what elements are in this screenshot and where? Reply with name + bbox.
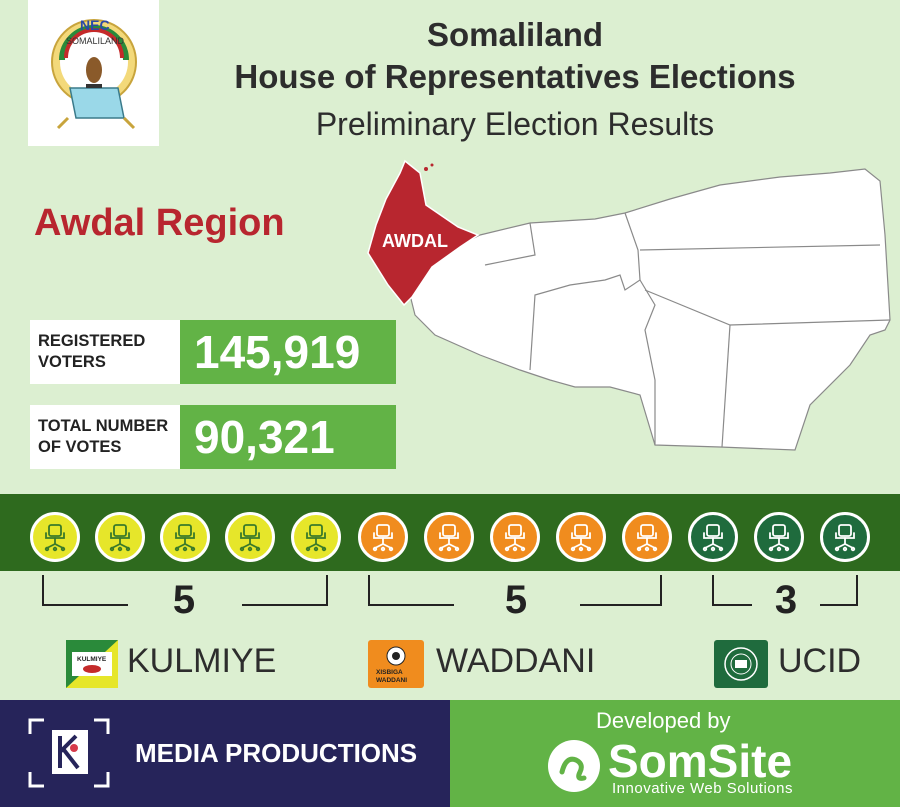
seat-icon-kulmiye <box>95 512 145 562</box>
waddani-logo-text-1: XISBIGA <box>376 669 403 676</box>
seat-icon-ucid <box>688 512 738 562</box>
waddani-logo: XISBIGA WADDANI <box>368 640 424 688</box>
somsite-brand: SomSite <box>608 735 793 787</box>
ucid-seat-count: 3 <box>774 578 798 622</box>
seat-icon-waddani <box>490 512 540 562</box>
party-name-ucid: UCID <box>778 642 862 680</box>
seat-icon-waddani <box>358 512 408 562</box>
media-k-logo <box>28 718 110 788</box>
seat-icon-kulmiye <box>291 512 341 562</box>
total-votes-label: TOTAL NUMBER OF VOTES <box>30 405 180 469</box>
seat-icon-waddani <box>424 512 474 562</box>
ucid-logo <box>714 640 768 688</box>
total-label-line1: TOTAL NUMBER <box>38 417 169 436</box>
map-awdal-region <box>367 159 480 307</box>
seat-icon-kulmiye <box>30 512 80 562</box>
region-title: Awdal Region <box>34 202 285 244</box>
party-name-waddani: WADDANI <box>436 642 596 680</box>
registered-label-line1: REGISTERED <box>38 332 146 351</box>
party-name-kulmiye: KULMIYE <box>127 642 277 680</box>
logo-name: SOMALILAND <box>66 36 125 46</box>
nec-logo: NEC SOMALILAND <box>28 0 159 146</box>
map-other-regions <box>409 168 891 451</box>
kulmiye-logo-text: KULMIYE <box>77 656 107 663</box>
total-votes-value: 90,321 <box>180 405 396 469</box>
waddani-seat-count: 5 <box>504 578 528 622</box>
page-subtitle: Preliminary Election Results <box>315 106 715 142</box>
somsite-logo-icon <box>548 740 600 792</box>
registered-label-line2: VOTERS <box>38 353 106 371</box>
page-title-line2: House of Representatives Elections <box>234 58 796 95</box>
logo-abbr: NEC <box>80 17 110 33</box>
seat-icon-kulmiye <box>160 512 210 562</box>
footer-developer-panel <box>450 700 900 807</box>
seat-icon-waddani <box>556 512 606 562</box>
map-label-awdal: AWDAL <box>382 231 448 251</box>
seat-icon-kulmiye <box>225 512 275 562</box>
page-title-line1: Somaliland <box>426 16 604 53</box>
seat-icon-ucid <box>820 512 870 562</box>
registered-voters-value: 145,919 <box>180 320 396 384</box>
kulmiye-seat-count: 5 <box>172 578 196 622</box>
developed-by-text: Developed by <box>596 708 731 733</box>
registered-voters-label: REGISTERED VOTERS <box>30 320 180 384</box>
kulmiye-logo: KULMIYE <box>66 640 118 688</box>
seat-icon-waddani <box>622 512 672 562</box>
seat-icon-ucid <box>754 512 804 562</box>
total-label-line2: OF VOTES <box>38 438 122 456</box>
waddani-logo-text-2: WADDANI <box>376 677 407 684</box>
media-productions-text: MEDIA PRODUCTIONS <box>135 738 418 768</box>
somsite-tagline: Innovative Web Solutions <box>612 780 793 797</box>
somaliland-map: AWDAL <box>367 159 891 451</box>
